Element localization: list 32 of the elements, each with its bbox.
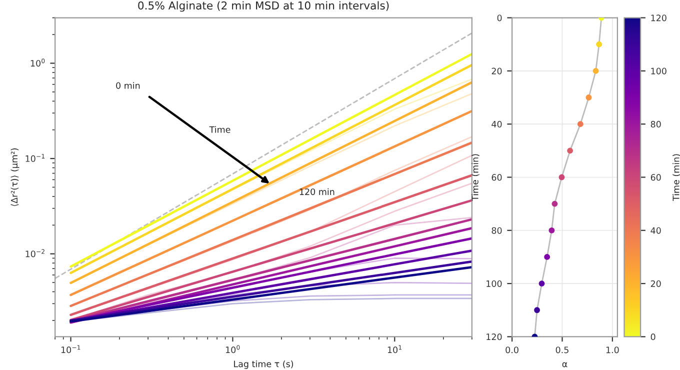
x-axis-title: Lag time τ (s) xyxy=(234,360,294,369)
y-tick-label: 20 xyxy=(492,68,502,74)
color-bar-label: 0 xyxy=(650,334,656,340)
y-axis-title: ⟨Δr²(τ)⟩ (μm²) xyxy=(10,148,20,206)
y-axis-title: Time (min) xyxy=(472,154,480,202)
annotation: Time xyxy=(209,126,230,133)
annotation: 0 min xyxy=(116,82,140,89)
y-tick-label: 10$^{0}$ xyxy=(30,58,45,67)
y-tick-label: 10$^{−2}$ xyxy=(26,249,44,258)
x-tick-label: 0.0 xyxy=(506,346,518,354)
color-bar-label: 120 xyxy=(651,14,666,22)
y-tick-label: 100 xyxy=(486,280,502,287)
x-tick-label: 10$^{0}$ xyxy=(226,345,240,354)
x-tick-label: 1.0 xyxy=(606,346,619,354)
color-bar-label: 40 xyxy=(650,227,661,234)
y-tick-label: 120 xyxy=(486,334,502,340)
x-tick-label: 10$^{1}$ xyxy=(388,345,402,354)
y-tick-label: 10$^{−1}$ xyxy=(26,154,44,162)
x-tick-label: 0.5 xyxy=(556,346,568,354)
color-bar-label: 20 xyxy=(650,280,661,287)
y-tick-label: 80 xyxy=(492,227,502,234)
y-tick-label: 60 xyxy=(492,174,502,181)
color-bar-label: 100 xyxy=(651,68,666,74)
annotation: 120 min xyxy=(300,188,334,196)
color-bar-label: 60 xyxy=(650,174,661,181)
color-bar-title: Time (min) xyxy=(672,154,680,202)
y-tick-label: 40 xyxy=(492,120,502,128)
chart-title: 0.5% Alginate (2 min MSD at 10 min intervals) xyxy=(138,1,389,12)
y-tick-label: 0 xyxy=(497,14,502,22)
x-axis-title: α xyxy=(562,362,568,368)
x-tick-label: 10$^{−1}$ xyxy=(61,345,80,354)
color-bar-label: 80 xyxy=(650,120,661,128)
